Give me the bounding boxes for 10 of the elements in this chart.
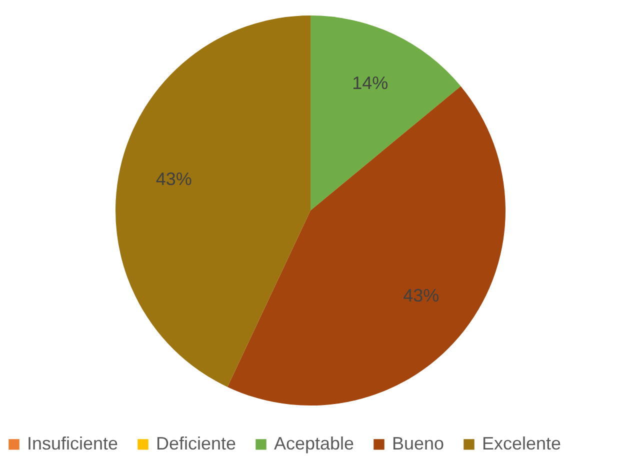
pie-slice [116, 16, 310, 387]
legend-label: Deficiente [156, 433, 236, 454]
data-label: 43% [156, 168, 192, 189]
legend-label: Aceptable [274, 433, 354, 454]
data-label: 14% [352, 72, 388, 93]
data-label: 43% [403, 285, 440, 306]
legend-label: Bueno [392, 433, 444, 454]
legend-label: Insuficiente [27, 433, 118, 454]
pie-slice [310, 16, 461, 210]
legend-label: Excelente [482, 433, 562, 454]
